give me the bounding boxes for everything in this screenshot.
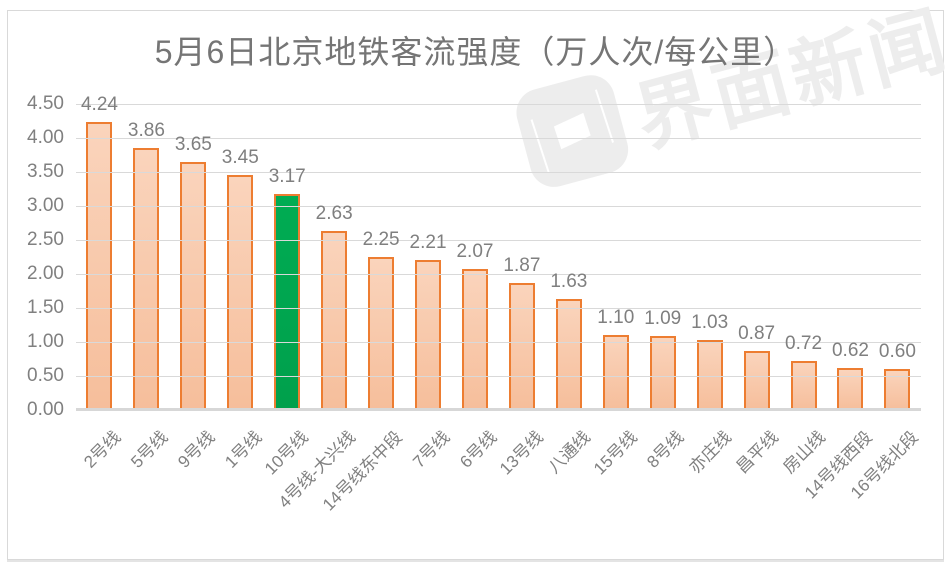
bar xyxy=(649,335,676,410)
bar xyxy=(368,257,395,410)
bar-value-label: 2.21 xyxy=(409,231,447,253)
bar-value-label: 0.60 xyxy=(878,341,916,363)
x-axis-label: 八通线 xyxy=(544,427,594,478)
gridline xyxy=(76,240,921,241)
x-axis-label: 13号线 xyxy=(496,427,547,479)
bar xyxy=(321,231,348,410)
bar-slot: 4.24 2号线 xyxy=(76,94,124,472)
bar-value-label: 4.24 xyxy=(80,93,118,115)
x-axis-label: 1号线 xyxy=(221,427,266,472)
chart-title: 5月6日北京地铁客流强度（万人次/每公里） xyxy=(154,34,797,70)
bar xyxy=(415,259,442,410)
y-tick-label: 1.50 xyxy=(27,297,64,318)
bar xyxy=(461,269,488,410)
y-tick-label: 2.00 xyxy=(27,263,64,284)
plot-area: 4.24 2号线 3.86 5号线 3.65 9号线 3.45 1号线 3.17 10号线 2.63… xyxy=(27,93,922,515)
bar-value-label: 1.87 xyxy=(503,254,541,276)
gridline xyxy=(76,172,921,173)
x-axis-label: 6号线 xyxy=(455,427,500,472)
bar xyxy=(555,299,582,410)
x-axis-label: 7号线 xyxy=(408,427,454,472)
x-axis-line xyxy=(76,408,921,411)
y-tick-label: 1.00 xyxy=(27,331,64,352)
x-axis-label: 9号线 xyxy=(174,427,219,472)
bar xyxy=(508,282,535,410)
bar xyxy=(743,350,770,410)
x-axis-label: 昌平线 xyxy=(732,427,782,478)
bar-slot: 3.45 1号线 xyxy=(217,104,265,471)
bar xyxy=(602,335,629,410)
bar-slot: 1.87 13号线 xyxy=(496,104,547,479)
gridline xyxy=(76,376,921,377)
bar-highlighted xyxy=(274,194,301,410)
bar-slot: 1.03 亦庄线 xyxy=(685,104,734,477)
gridline xyxy=(76,206,921,207)
bar-value-label: 1.03 xyxy=(691,311,729,333)
bar-series: 4.24 2号线 3.86 5号线 3.65 9号线 3.45 1号线 3.17 10号线 2.63… xyxy=(76,94,922,515)
y-tick-label: 4.00 xyxy=(27,127,64,148)
bar-slot: 3.86 5号线 xyxy=(123,104,171,472)
bar-slot: 2.63 4号线-大兴线 xyxy=(275,104,359,512)
bar xyxy=(133,147,160,410)
bar-value-label: 1.63 xyxy=(550,271,588,293)
bar-value-label: 2.63 xyxy=(315,203,353,225)
y-tick-label: 0.00 xyxy=(27,399,64,420)
bar-value-label: 3.17 xyxy=(268,166,306,188)
bar-value-label: 3.65 xyxy=(174,133,212,155)
bar-value-label: 0.87 xyxy=(738,322,776,344)
x-axis-label: 2号线 xyxy=(80,427,125,472)
bar xyxy=(180,161,207,410)
bar-value-label: 0.72 xyxy=(785,333,823,355)
bar-value-label: 3.86 xyxy=(127,119,165,141)
bar xyxy=(696,339,723,410)
bar-value-label: 1.10 xyxy=(597,307,635,329)
bar-slot: 3.65 9号线 xyxy=(170,104,218,472)
x-axis-label: 15号线 xyxy=(589,427,641,479)
gridline xyxy=(76,104,921,105)
bar-slot: 0.87 昌平线 xyxy=(732,104,781,477)
bar-value-label: 0.62 xyxy=(831,339,869,361)
gridline xyxy=(76,342,921,343)
bar-slot: 2.21 7号线 xyxy=(405,104,453,472)
bar-slot: 1.10 15号线 xyxy=(590,104,641,478)
bar xyxy=(837,367,864,410)
bar-value-label: 2.07 xyxy=(456,241,494,263)
bar-slot: 0.62 14号线西段 xyxy=(801,104,876,503)
bar xyxy=(227,175,254,410)
bar-slot: 3.17 10号线 xyxy=(261,104,312,478)
y-tick-label: 4.50 xyxy=(27,93,64,114)
gridline xyxy=(76,274,921,275)
bar-slot: 2.25 14号线东中段 xyxy=(319,104,406,514)
bar-value-label: 3.45 xyxy=(221,147,259,169)
bar-value-label: 2.25 xyxy=(362,229,400,250)
gridline xyxy=(76,138,921,139)
bar-slot: 2.07 6号线 xyxy=(452,104,500,471)
y-tick-label: 0.50 xyxy=(27,365,64,386)
bar-value-label: 1.09 xyxy=(644,307,682,329)
bar-slot: 0.72 房山线 xyxy=(779,104,828,477)
y-tick-label: 3.00 xyxy=(27,195,64,216)
y-tick-label: 3.50 xyxy=(27,161,64,182)
bar-slot: 0.60 16号线北段 xyxy=(847,104,922,502)
bar xyxy=(790,361,817,410)
bar xyxy=(86,121,113,410)
gridline xyxy=(76,308,921,309)
x-axis-label: 亦庄线 xyxy=(685,427,735,478)
x-axis-label: 5号线 xyxy=(127,427,172,472)
x-axis-label: 8号线 xyxy=(643,427,688,472)
chart-panel: 界面新闻 5月6日北京地铁客流强度（万人次/每公里） 4.24 2号线 3.86 5号… xyxy=(7,0,951,560)
bar-slot: 1.09 8号线 xyxy=(639,104,688,472)
bar-slot: 1.63 八通线 xyxy=(544,104,593,477)
y-tick-label: 2.50 xyxy=(27,229,64,250)
